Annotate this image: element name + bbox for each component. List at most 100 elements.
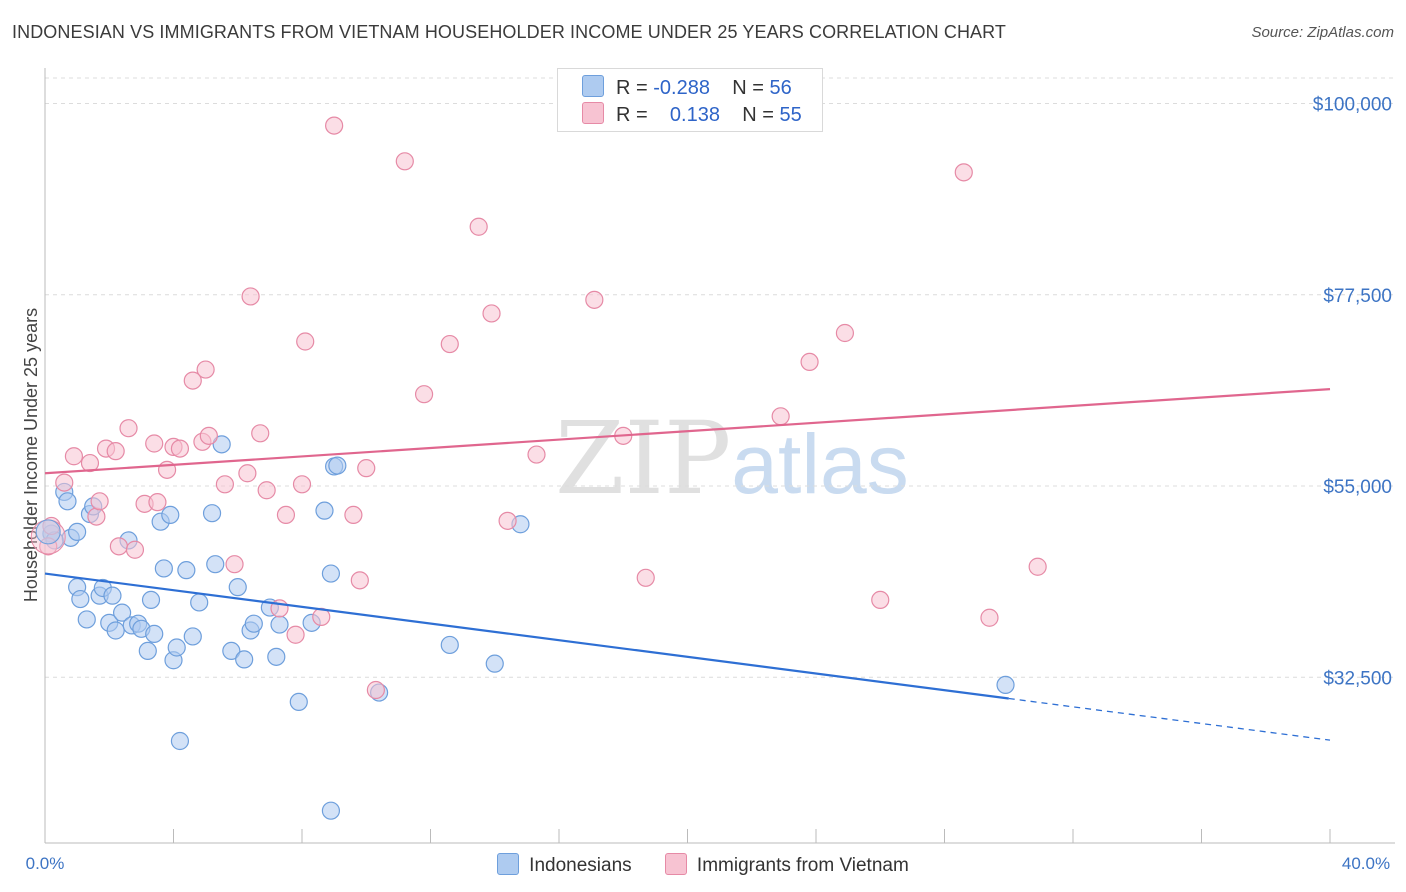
vietnam-point <box>357 459 376 478</box>
indonesian-point <box>328 456 347 475</box>
vietnam-point <box>106 442 125 461</box>
vietnam-point <box>64 447 84 466</box>
vietnam-point <box>251 424 270 443</box>
indonesian-point <box>202 504 222 523</box>
indonesian-point <box>206 555 225 574</box>
vietnam-point <box>145 434 164 453</box>
vietnam-point <box>344 505 363 525</box>
vietnam-point <box>980 608 999 627</box>
vietnam-point <box>39 537 58 556</box>
indonesian-point <box>154 559 173 578</box>
y-tick-label: $100,000 <box>1313 95 1392 116</box>
indonesian-point <box>222 641 241 661</box>
legend-r-value: 0.138 <box>669 104 720 126</box>
legend-swatch-vietnam <box>582 102 604 124</box>
vietnam-point <box>125 540 145 559</box>
legend-r-label: R = <box>616 104 654 126</box>
vietnam-trend-line <box>44 388 1331 475</box>
indonesian-point <box>138 641 157 661</box>
vietnam-point <box>954 163 973 182</box>
y-tick-label: $32,500 <box>1323 668 1392 689</box>
indonesian-point <box>321 801 341 820</box>
y-tick-label: $55,000 <box>1323 477 1392 498</box>
indonesian-point <box>996 675 1015 695</box>
indonesian-point <box>161 505 180 525</box>
vietnam-point <box>325 116 344 135</box>
watermark: ZIPatlas <box>555 400 909 517</box>
vietnam-point <box>498 511 517 530</box>
vietnam-point <box>771 407 790 426</box>
indonesian-point <box>177 561 196 580</box>
indonesian-point <box>170 731 190 751</box>
vietnam-point <box>414 385 434 404</box>
vietnam-point <box>636 568 655 587</box>
x-tick-label-max: 40.0% <box>1342 854 1390 873</box>
indonesian-point <box>440 635 459 655</box>
vietnam-point <box>257 481 276 500</box>
vietnam-point <box>241 287 260 306</box>
vietnam-point <box>55 473 74 492</box>
chart-title: INDONESIAN VS IMMIGRANTS FROM VIETNAM HO… <box>12 22 1007 42</box>
vietnam-point <box>196 360 215 379</box>
legend-row-vietnam: R = 0.138 N = 55 <box>582 102 802 128</box>
vietnam-point <box>440 334 459 354</box>
x-tick-label-min: 0.0% <box>26 854 65 873</box>
indonesian-point <box>228 578 247 597</box>
vietnam-point <box>1028 557 1047 576</box>
indonesian-point <box>106 621 125 640</box>
indonesian-point <box>145 624 164 644</box>
vietnam-point <box>350 571 369 590</box>
legend-label-vietnam: Immigrants from Vietnam <box>696 855 909 876</box>
vietnam-point <box>296 332 315 351</box>
vietnam-point <box>366 680 385 700</box>
indonesian-point <box>315 501 334 520</box>
vietnam-point <box>395 152 414 171</box>
vietnam-point <box>170 439 190 458</box>
indonesian-point <box>485 654 504 673</box>
vietnam-point <box>90 492 109 511</box>
vietnam-point <box>871 590 890 610</box>
vietnam-point <box>148 493 167 512</box>
vietnam-point <box>80 453 100 473</box>
legend-n-label: N = <box>742 104 780 126</box>
vietnam-point <box>119 419 138 438</box>
vietnam-point <box>292 475 312 494</box>
vietnam-point <box>527 445 546 464</box>
vietnam-point <box>215 475 234 494</box>
indonesian-point <box>267 647 286 666</box>
vietnam-point <box>183 371 202 390</box>
series-legend: Indonesians Immigrants from Vietnam <box>0 853 1406 877</box>
y-tick-label: $77,500 <box>1323 286 1392 307</box>
vietnam-point <box>87 507 106 526</box>
watermark-atlas: atlas <box>731 417 909 511</box>
indonesian-point <box>112 603 132 622</box>
source-label: Source: ZipAtlas.com <box>1251 24 1394 41</box>
indonesian-point <box>235 650 254 669</box>
legend-r-value: -0.288 <box>653 77 710 99</box>
indonesian-point <box>71 589 90 609</box>
vietnam-point <box>585 290 604 309</box>
indonesian-point <box>77 610 96 629</box>
indonesian-cluster-point <box>35 519 61 545</box>
legend-swatch-vietnam <box>664 853 687 875</box>
legend-n-value: 56 <box>769 77 792 99</box>
correlation-legend: R = -0.288 N = 56 R = 0.138 N = 55 <box>557 68 823 132</box>
watermark-zip: ZIP <box>555 400 732 517</box>
indonesian-point <box>212 435 231 454</box>
indonesian-point <box>58 492 77 511</box>
vietnam-point <box>238 464 257 483</box>
indonesian-trend-line <box>44 572 1009 700</box>
legend-item-vietnam[interactable]: Immigrants from Vietnam <box>664 853 909 877</box>
legend-n-value: 55 <box>779 104 802 126</box>
legend-swatch-indonesians <box>497 853 520 875</box>
legend-row-indonesians: R = -0.288 N = 56 <box>582 75 792 101</box>
indonesian-point <box>141 590 161 610</box>
vietnam-point <box>482 304 501 323</box>
indonesian-point <box>190 593 209 612</box>
legend-swatch-indonesians <box>582 75 604 97</box>
indonesian-point <box>321 564 341 583</box>
indonesian-point <box>103 586 122 605</box>
legend-r-label: R = <box>616 77 654 99</box>
legend-item-indonesians[interactable]: Indonesians <box>497 853 632 877</box>
